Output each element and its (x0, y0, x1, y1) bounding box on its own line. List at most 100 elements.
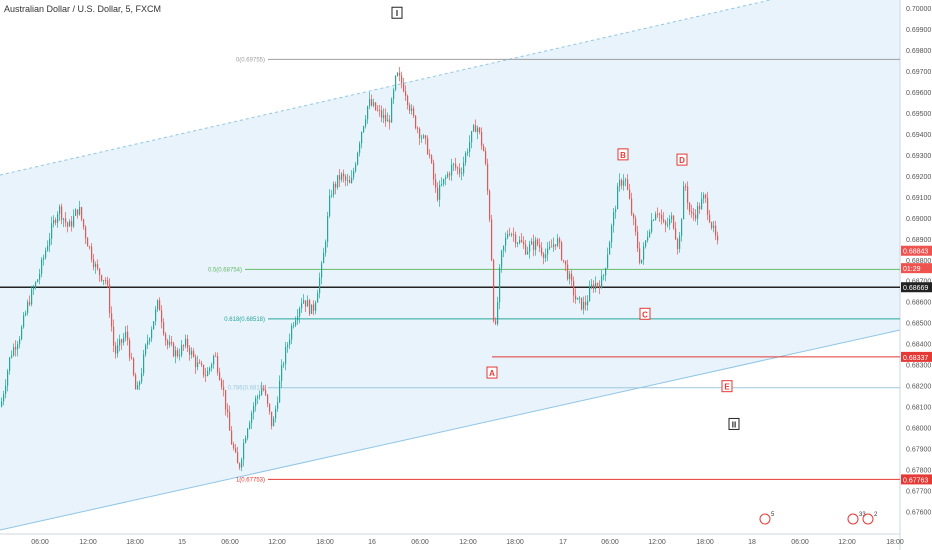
candle-body (41, 259, 43, 274)
candle-body (443, 178, 445, 185)
candle-body (669, 219, 671, 225)
candle-body (539, 244, 541, 248)
candle-body (567, 264, 569, 280)
candle-body (91, 246, 93, 260)
candle-body (679, 235, 681, 249)
price-badge-label: 0.68337 (903, 355, 928, 362)
candle-body (67, 222, 69, 227)
candle-body (167, 340, 169, 345)
candle-body (185, 338, 187, 346)
candle-body (439, 185, 441, 200)
candle-body (421, 137, 423, 139)
candle-body (415, 115, 417, 129)
candle-body (589, 287, 591, 302)
candle-body (587, 301, 589, 306)
candle-body (709, 214, 711, 223)
candle-body (219, 372, 221, 381)
candle-body (21, 327, 23, 340)
candle-body (511, 234, 513, 235)
candle-body (217, 356, 219, 373)
candle-body (195, 356, 197, 368)
x-tick-label: 18:00 (126, 539, 144, 546)
candle-body (685, 186, 687, 187)
candle-body (1, 401, 3, 407)
candle-body (651, 220, 653, 232)
candle-body (409, 104, 411, 111)
candle-body (395, 75, 397, 90)
candle-body (79, 207, 81, 215)
candle-body (585, 301, 587, 306)
x-tick-label: 18:00 (886, 539, 904, 546)
candle-body (63, 218, 65, 220)
candle-body (215, 355, 217, 357)
candle-body (283, 363, 285, 366)
candle-body (617, 186, 619, 210)
wave-label: E (724, 383, 730, 392)
candle-body (137, 385, 139, 390)
candle-body (39, 273, 41, 280)
candle-body (393, 89, 395, 100)
candle-body (287, 344, 289, 347)
candle-body (661, 214, 663, 220)
price-badge (901, 351, 932, 362)
candle-body (75, 209, 77, 216)
candle-body (285, 346, 287, 364)
candle-body (233, 444, 235, 449)
candle-body (323, 252, 325, 264)
candle-body (573, 280, 575, 296)
x-tick-label: 12:00 (79, 539, 97, 546)
candle-body (365, 119, 367, 127)
candle-body (465, 153, 467, 163)
candle-body (621, 180, 623, 186)
candle-body (591, 284, 593, 288)
candle-body (713, 225, 715, 228)
candle-body (543, 253, 545, 258)
candle-body (649, 231, 651, 237)
candle-body (73, 215, 75, 227)
candle-body (545, 254, 547, 258)
candle-body (315, 302, 317, 311)
candle-body (485, 151, 487, 164)
candle-body (329, 195, 331, 217)
y-tick-label: 0.68800 (906, 258, 931, 265)
fib-level-label: 0.786(0.6819) (228, 386, 265, 392)
y-tick-label: 0.67800 (906, 468, 931, 475)
candle-body (53, 219, 55, 224)
candle-body (349, 180, 351, 183)
candle-body (389, 119, 391, 123)
candle-body (413, 108, 415, 116)
candle-body (83, 219, 85, 228)
candle-body (223, 386, 225, 391)
candle-body (305, 300, 307, 307)
wave-label-box (728, 417, 740, 430)
candle-body (707, 197, 709, 215)
candle-body (407, 96, 409, 105)
y-tick-label: 0.68500 (906, 321, 931, 328)
candle-body (687, 186, 689, 203)
candle-body (641, 259, 643, 263)
event-count: 5 (771, 512, 775, 518)
candle-body (369, 99, 371, 107)
wave-label: C (642, 310, 648, 319)
candle-body (603, 275, 605, 277)
candle-body (615, 209, 617, 213)
candle-body (201, 363, 203, 366)
candle-body (613, 212, 615, 226)
candle-body (571, 273, 573, 281)
candle-body (231, 430, 233, 445)
candle-body (345, 176, 347, 181)
candle-body (449, 173, 451, 176)
candle-body (61, 206, 63, 220)
candle-body (557, 238, 559, 246)
candle-body (703, 194, 705, 199)
candle-body (15, 347, 17, 350)
candle-body (171, 341, 173, 344)
candle-body (373, 102, 375, 106)
candle-body (33, 287, 35, 290)
candle-body (453, 163, 455, 165)
candle-body (397, 72, 399, 76)
candle-body (51, 223, 53, 239)
candle-body (267, 394, 269, 404)
candle-body (115, 345, 117, 354)
